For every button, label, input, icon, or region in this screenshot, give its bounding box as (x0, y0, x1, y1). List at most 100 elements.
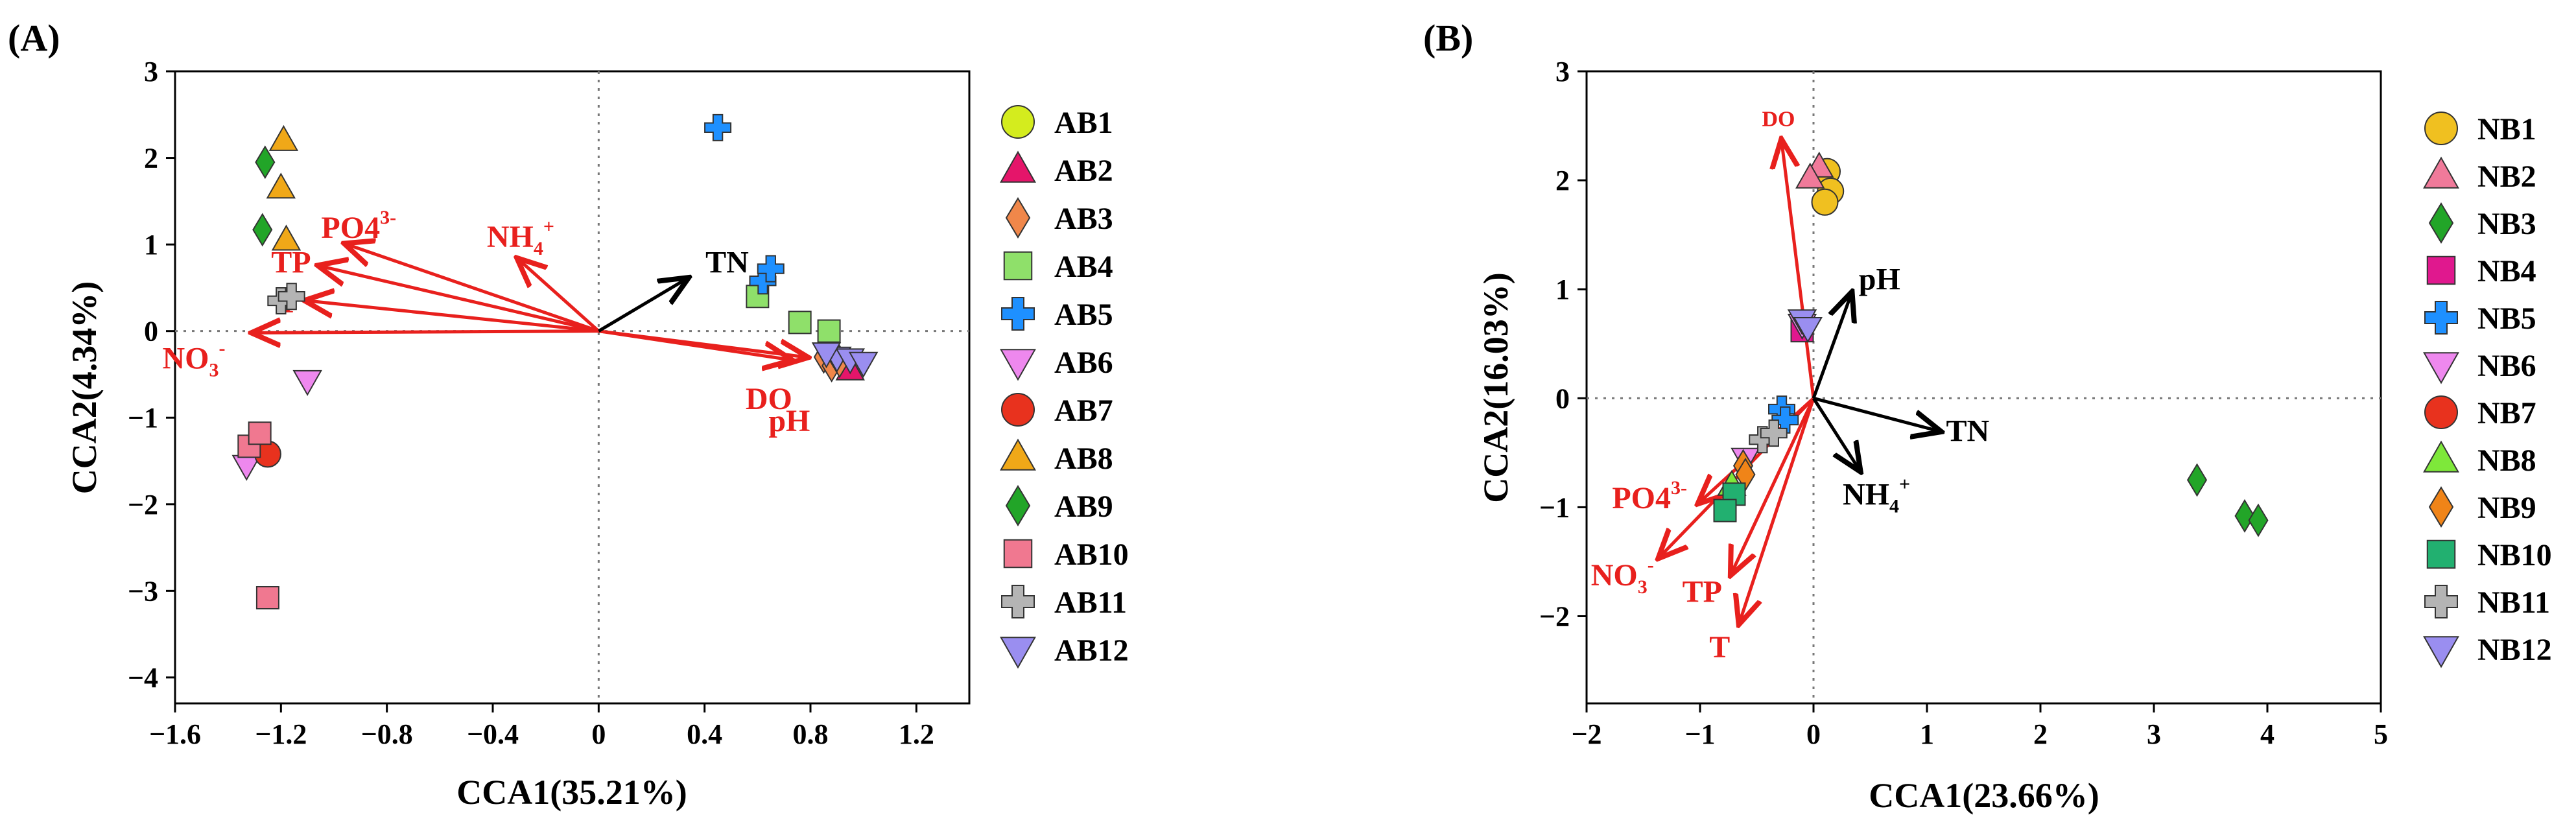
panel-b-legend-marker-nb11 (2424, 585, 2458, 618)
panel-a-legend-label-ab8: AB8 (1054, 441, 1113, 476)
panel-a-legend-marker-ab4 (1003, 251, 1033, 281)
panel-a-legend-label-ab1: AB1 (1054, 106, 1113, 140)
panel-a-legend-marker-ab10 (1003, 539, 1033, 569)
panel-a-point-ab4 (817, 319, 841, 343)
panel-a-point-ab10 (248, 421, 272, 445)
panel-b-vectors: DO PO43- NO3- TP TpH TN NH4+ (1591, 107, 1990, 664)
panel-a-legend-label-ab2: AB2 (1054, 154, 1113, 188)
panel-a-y-axis-title: CCA2(4.34%) (65, 281, 104, 494)
panel-b-legend-marker-nb1 (2424, 112, 2458, 145)
panel-b-x-tick-label: 1 (1920, 718, 1934, 750)
panel-b-y-tick-label: 1 (1555, 274, 1570, 305)
panel-b-x-axis-title: CCA1(23.66%) (1869, 776, 2099, 815)
panel-a-vector-ph (598, 329, 789, 360)
panel-a-vector-t (307, 301, 599, 333)
panel-b-vector-label-do: DO (1762, 107, 1795, 131)
panel-a-point-ab5 (704, 113, 732, 141)
panel-a-point-ab4 (788, 311, 812, 335)
panel-a-point-ab12 (848, 351, 879, 378)
panel-b-vector-ph (1812, 295, 1851, 399)
panel-a-point-ab8 (266, 172, 296, 199)
panel-a-point-ab11 (278, 283, 305, 311)
panel-b-legend-marker-nb2 (2423, 156, 2459, 189)
panel-a-x-tick-label: 0.4 (687, 718, 722, 750)
panel-a-point-ab9 (255, 145, 276, 180)
panel-a-y-tick-label: −3 (128, 575, 158, 607)
panel-b-legend-marker-nb7 (2424, 395, 2458, 429)
panel-b-legend-marker-nb3 (2428, 202, 2454, 244)
panel-b-points (1713, 151, 2269, 537)
panel-a-legend-label-ab12: AB12 (1054, 633, 1129, 668)
panel-a-legend-marker-ab8 (1000, 438, 1036, 471)
panel-a-point-ab9 (252, 213, 273, 247)
panel-b-vector-label-t: T (1709, 630, 1730, 664)
panel-b-vector-tn (1813, 396, 1939, 430)
panel-a-vector-nh4 (519, 260, 600, 333)
panel-a-y-tick-label: −1 (128, 402, 158, 434)
panel-b-legend-marker-nb8 (2423, 440, 2459, 473)
panel-b-point-nb5 (1771, 406, 1799, 434)
panel-b-point-nb1 (1811, 188, 1839, 216)
panel-b-point-nb10 (1713, 499, 1737, 523)
panel-b-y-axis-title: CCA2(16.03%) (1476, 272, 1515, 502)
panel-b-label: (B) (1423, 17, 1473, 59)
panel-b-y-tick-label: −2 (1539, 601, 1570, 633)
panel-b-legend-label-nb1: NB1 (2477, 112, 2536, 147)
panel-b-point-nb3 (2234, 499, 2255, 533)
panel-b-vector-t (1740, 397, 1815, 622)
panel-b-legend-label-nb7: NB7 (2477, 396, 2536, 430)
panel-b-vector-label-tn: TN (1946, 414, 1990, 449)
panel-a-vector-label-ph: pH (768, 404, 810, 438)
panel-b-y-tick-label: −1 (1539, 491, 1570, 523)
panel-a-vector-label-no3: NO3- (163, 337, 226, 381)
panel-a-legend-marker-ab12 (1000, 637, 1036, 669)
panel-a-x-tick-label: −0.8 (361, 718, 413, 750)
panel-b-vector-tp (1732, 397, 1815, 572)
panel-a-y-tick-label: 1 (144, 229, 158, 261)
panel-b-y-tick-label: 3 (1555, 56, 1570, 88)
panel-a-vector-po43 (347, 244, 600, 333)
panel-b-x-tick-label: 4 (2260, 718, 2275, 750)
panel-a-legend-label-ab7: AB7 (1054, 394, 1113, 428)
panel-a-legend-label-ab9: AB9 (1054, 489, 1113, 524)
panel-a-points (231, 113, 879, 610)
panel-a-legend-marker-ab6 (1000, 349, 1036, 381)
panel-b-y-tick-label: 0 (1555, 382, 1570, 414)
panel-a-x-tick-label: 1.2 (899, 718, 934, 750)
panel-b-ticks: −2 −1 0 1 2 3 4 5 3 2 1 0 −1 −2 (1539, 56, 2388, 750)
panel-a-legend-label-ab6: AB6 (1054, 346, 1113, 380)
panel-b-vector-nh4 (1812, 397, 1859, 469)
panel-b-legend-label-nb11: NB11 (2477, 585, 2550, 620)
panel-a-x-tick-label: 0.8 (793, 718, 829, 750)
panel-b-legend-marker-nb10 (2426, 539, 2456, 569)
panel-a-vector-label-nh4: NH4+ (487, 216, 554, 259)
panel-a-legend: AB1 AB2 AB3 AB4 AB5 AB6 AB7 AB8 AB9 AB10 AB11 AB12 (1000, 105, 1129, 669)
panel-a: (A) −1.6 −1.2 −0.8 −0.4 0 0.4 0.8 1.2 3 2 1 0 −1 −2 −3… (8, 17, 1129, 812)
panel-a-legend-label-ab11: AB11 (1054, 585, 1127, 620)
panel-a-vector-label-po43: PO43- (321, 207, 396, 245)
panel-b-legend-label-nb4: NB4 (2477, 254, 2536, 288)
panel-a-point-ab8 (271, 224, 301, 251)
panel-b: (B) −2 −1 0 1 2 3 4 5 3 2 1 0 −1 −2 DO PO43- NO3- TP TpH T… (1423, 17, 2552, 815)
panel-a-x-tick-label: 0 (591, 718, 606, 750)
panel-a-legend-marker-ab11 (1001, 585, 1035, 618)
panel-a-zero-lines (175, 71, 969, 703)
panel-b-vector-label-ph: pH (1859, 263, 1900, 297)
panel-b-point-nb3 (2248, 503, 2269, 537)
panel-a-legend-marker-ab2 (1000, 150, 1036, 183)
panel-b-point-nb12 (1793, 317, 1823, 344)
panel-a-legend-marker-ab5 (1001, 297, 1035, 331)
panel-b-legend-label-nb8: NB8 (2477, 443, 2536, 478)
panel-b-plot-frame (1585, 70, 2382, 705)
panel-b-legend-label-nb3: NB3 (2477, 207, 2536, 241)
panel-b-legend-label-nb10: NB10 (2477, 538, 2552, 572)
panel-b-legend: NB1 NB2 NB3 NB4 NB5 NB6 NB7 NB8 NB9 NB10 NB11 NB12 (2423, 112, 2552, 668)
panel-a-point-ab5 (757, 255, 785, 283)
panel-a-legend-label-ab5: AB5 (1054, 298, 1113, 332)
panel-a-legend-marker-ab3 (1005, 197, 1031, 239)
panel-a-y-tick-label: −2 (128, 489, 158, 521)
panel-a-vector-label-tp: TP (271, 246, 311, 280)
panel-a-vector-label-do: DO (746, 382, 792, 416)
